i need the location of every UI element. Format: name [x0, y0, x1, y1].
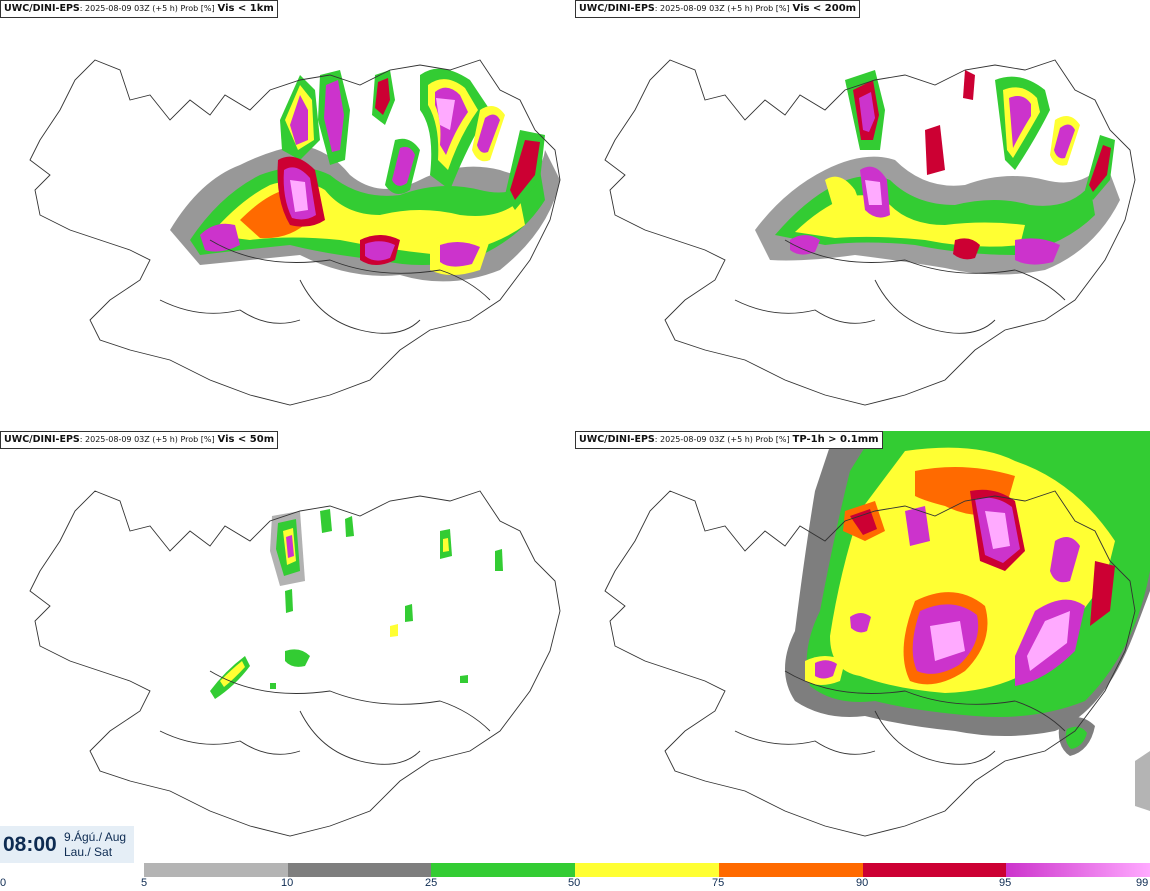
iceland-map: [604, 59, 1136, 406]
iceland-map: [29, 490, 561, 837]
coastline: [29, 490, 561, 837]
colorbar-seg-5-10: [144, 863, 288, 877]
precip-field: [755, 70, 1120, 275]
iceland-map: [29, 59, 561, 406]
precip-field: [170, 68, 560, 282]
colorbar-tick: 0: [0, 877, 7, 889]
colorbar-seg-90-95: [862, 863, 1007, 877]
colorbar-tick: 50: [568, 877, 581, 889]
coastline: [604, 490, 1136, 837]
colorbar-seg-10-25: [287, 863, 432, 877]
colorbar-seg-95-99: [1006, 863, 1150, 877]
colorbar-tick: 10: [281, 877, 294, 889]
valid-date: 9.Ágú./ Aug: [64, 830, 127, 844]
colorbar-tick: 99: [1136, 877, 1149, 889]
colorbar-seg-25-50: [431, 863, 576, 877]
probability-colorbar: [144, 863, 1150, 877]
panel-title: UWC/DINI-EPS: 2025-08-09 03Z (+5 h) Prob…: [0, 431, 279, 449]
colorbar-tick: 75: [712, 877, 725, 889]
coastline: [29, 59, 561, 406]
colorbar-tick: 90: [856, 877, 869, 889]
coastline: [604, 59, 1136, 406]
colorbar-seg-75-90: [718, 863, 863, 877]
valid-time-box: 08:00 9.Ágú./ Aug Lau./ Sat: [0, 826, 134, 863]
colorbar-tick: 25: [425, 877, 438, 889]
colorbar-tick: 95: [999, 877, 1012, 889]
valid-time-clock: 08:00: [3, 833, 57, 856]
panel-vis-1km: UWC/DINI-EPS: 2025-08-09 03Z (+5 h) Prob…: [0, 0, 575, 431]
precip-field: [210, 509, 503, 699]
precip-field: [785, 431, 1150, 811]
panel-vis-200m: UWC/DINI-EPS: 2025-08-09 03Z (+5 h) Prob…: [575, 0, 1150, 431]
panel-vis-50m: UWC/DINI-EPS: 2025-08-09 03Z (+5 h) Prob…: [0, 431, 575, 862]
colorbar-tick: 5: [141, 877, 148, 889]
panel-title: UWC/DINI-EPS: 2025-08-09 03Z (+5 h) Prob…: [575, 0, 861, 18]
valid-weekday: Lau./ Sat: [64, 845, 113, 859]
colorbar-seg-50-75: [575, 863, 719, 877]
panel-title: UWC/DINI-EPS: 2025-08-09 03Z (+5 h) Prob…: [0, 0, 278, 18]
panel-tp-1h: UWC/DINI-EPS: 2025-08-09 03Z (+5 h) Prob…: [575, 431, 1150, 862]
panel-title: UWC/DINI-EPS: 2025-08-09 03Z (+5 h) Prob…: [575, 431, 883, 449]
iceland-map: [604, 431, 1150, 837]
